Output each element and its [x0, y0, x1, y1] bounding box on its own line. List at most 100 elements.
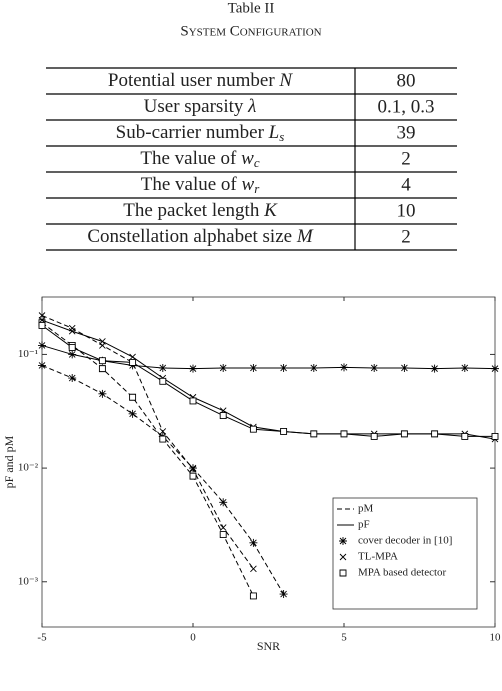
cell-sub: c: [254, 155, 260, 170]
series-line: [41, 315, 254, 570]
marker: [430, 364, 439, 373]
marker: [491, 432, 499, 440]
marker: [99, 338, 106, 345]
marker: [159, 428, 167, 435]
cell-text: The value of: [140, 148, 241, 169]
marker: [38, 312, 46, 319]
marker: [219, 412, 227, 419]
legend-label: MPA based detector: [358, 567, 447, 579]
marker: [400, 430, 408, 438]
x-axis-label: SNR: [257, 639, 280, 653]
legend-label: pM: [358, 503, 374, 515]
cell-math: M: [296, 226, 314, 247]
marker: [189, 397, 197, 405]
x-tick-label: 0: [190, 632, 196, 644]
marker: [159, 435, 167, 443]
plot-frame: [41, 296, 496, 628]
marker: [461, 432, 469, 440]
table-cell: 80: [397, 70, 416, 91]
marker: [129, 353, 136, 361]
marker: [309, 363, 318, 372]
cell-text: The value of: [141, 174, 242, 195]
marker: [159, 377, 167, 385]
table-cell: 2: [401, 148, 411, 169]
x-tick-label: 5: [341, 632, 347, 644]
table-cell: User sparsity λ: [144, 96, 257, 117]
cell-math: K: [263, 200, 278, 221]
table-cell: 0.1, 0.3: [378, 96, 435, 117]
marker: [189, 364, 197, 373]
table-label: Table II: [228, 0, 275, 16]
cell-sub: r: [254, 181, 260, 196]
table-cell: 39: [397, 122, 416, 143]
cell-text: The packet length: [123, 200, 264, 221]
marker: [400, 363, 409, 372]
marker: [249, 363, 258, 372]
marker: [129, 393, 137, 401]
table-cell: The packet length K: [123, 200, 278, 221]
marker: [38, 321, 46, 329]
marker: [491, 364, 499, 373]
legend-marker: [339, 537, 347, 545]
table-cell: The value of wr: [141, 174, 260, 196]
y-tick-label: 10⁻¹: [18, 348, 38, 360]
table-cell: The value of wc: [140, 148, 259, 170]
marker: [68, 350, 77, 359]
series-line: [41, 344, 496, 370]
marker: [279, 590, 288, 599]
cell-math: L: [268, 122, 280, 143]
marker: [219, 531, 227, 539]
y-axis-label: pF and pM: [2, 435, 16, 488]
marker: [98, 389, 107, 398]
marker: [219, 498, 228, 507]
marker: [249, 538, 258, 547]
legend-label: TL-MPA: [358, 551, 398, 563]
marker: [189, 472, 197, 480]
marker: [219, 524, 227, 531]
cell-math: w: [241, 148, 254, 169]
table-cell: 10: [397, 200, 416, 221]
marker: [129, 358, 137, 366]
marker: [310, 430, 318, 438]
marker: [249, 425, 257, 433]
marker: [219, 363, 228, 372]
cell-text: Constellation alphabet size: [87, 226, 296, 247]
legend-box: [332, 497, 478, 610]
legend-label: pF: [358, 519, 370, 531]
marker: [158, 363, 167, 372]
series-line: [41, 325, 495, 437]
cell-text: User sparsity: [144, 96, 248, 117]
legend-marker: [339, 569, 347, 577]
table-cell: Sub-carrier number Ls: [116, 122, 285, 144]
table-title: System Configuration: [180, 23, 321, 39]
marker: [431, 430, 439, 438]
marker: [460, 363, 469, 372]
series-line: [41, 322, 254, 597]
y-tick-label: 10⁻²: [18, 462, 39, 474]
cell-text: Sub-carrier number: [116, 122, 269, 143]
marker: [249, 592, 257, 600]
marker: [189, 465, 197, 473]
chart: -5 0 5 10 10⁻³ 10⁻² 10⁻¹ SNR pF and pM pM pF cover …: [2, 296, 501, 653]
cell-math: N: [278, 70, 293, 91]
marker: [279, 363, 288, 372]
cell-math: w: [242, 174, 255, 195]
table-cell: 2: [401, 226, 411, 247]
marker: [68, 374, 77, 383]
marker: [370, 363, 379, 372]
marker: [189, 464, 197, 473]
legend-marker: [339, 553, 347, 561]
table-cell: 4: [401, 174, 411, 195]
marker: [38, 341, 46, 350]
marker: [128, 409, 137, 418]
legend-label: cover decoder in [10]: [358, 535, 452, 547]
marker: [98, 365, 106, 373]
x-tick-label: -5: [37, 632, 47, 644]
marker: [340, 363, 348, 372]
y-tick-label: 10⁻³: [18, 575, 39, 587]
marker: [68, 344, 76, 351]
marker: [250, 565, 257, 573]
cell-sub: s: [279, 129, 284, 144]
cell-text: Potential user number: [108, 70, 280, 91]
